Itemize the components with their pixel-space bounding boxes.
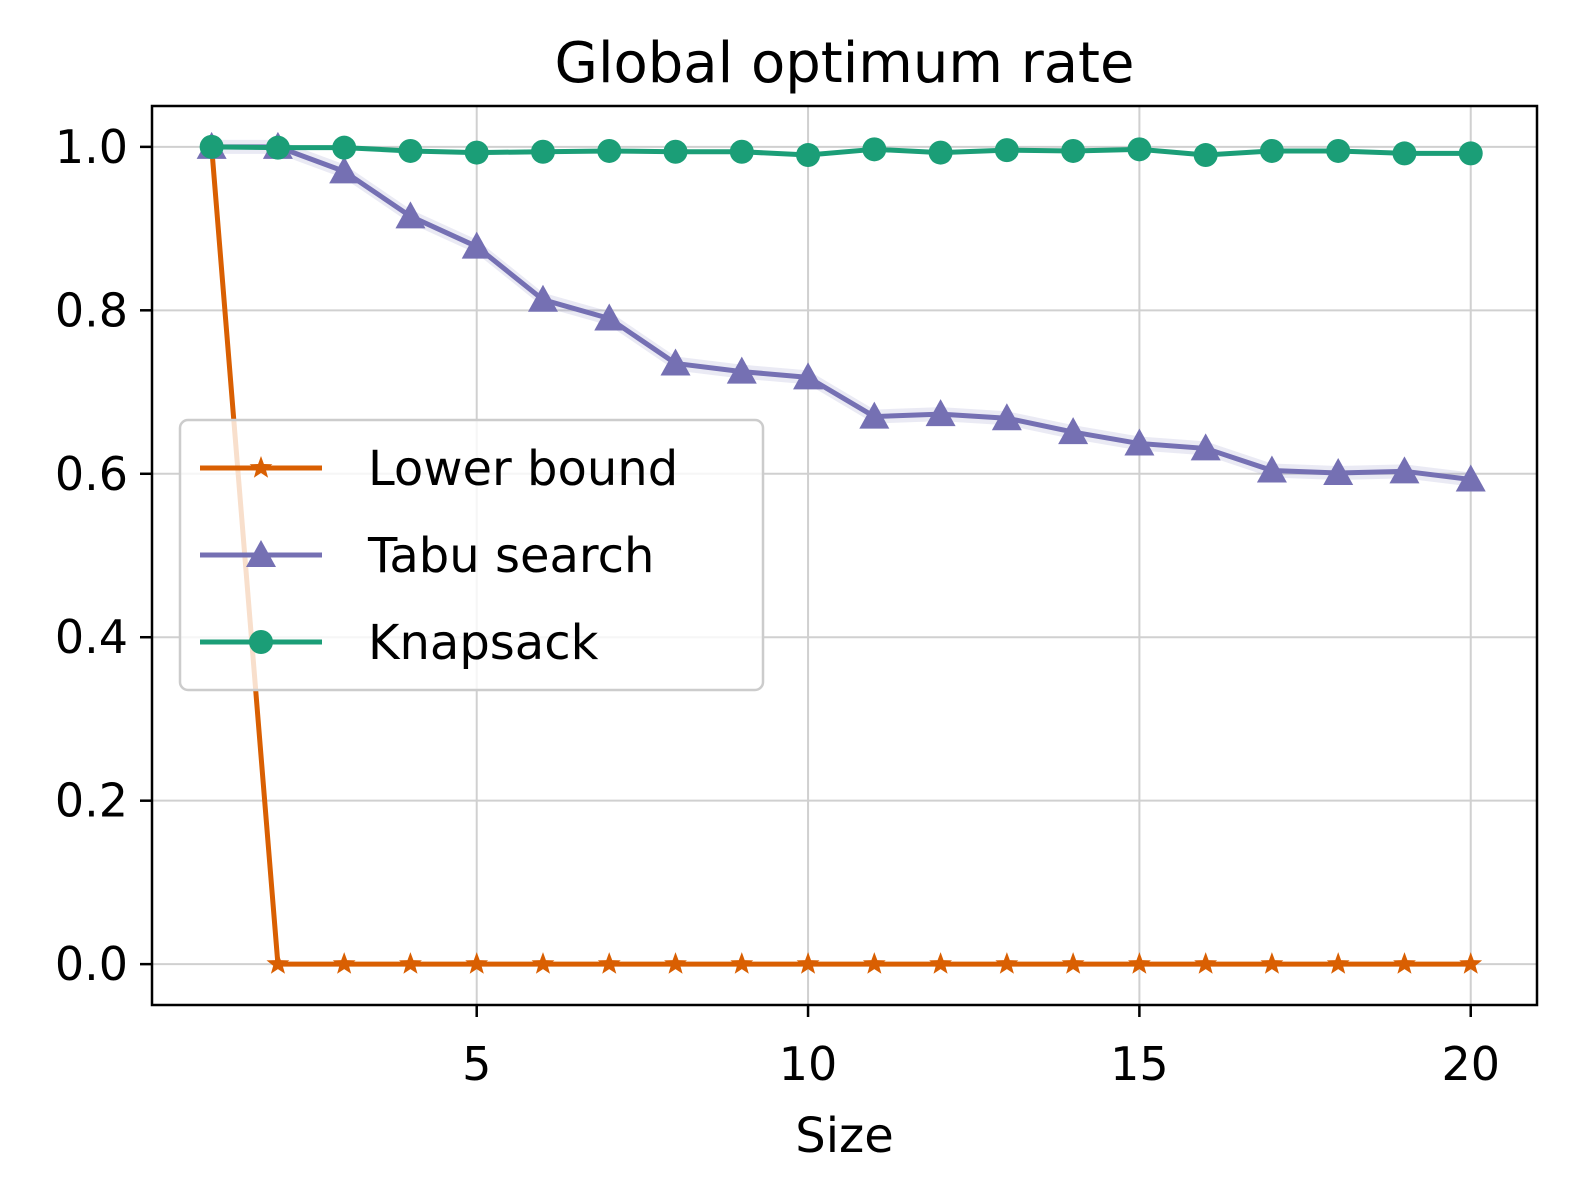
y-tick-label: 1.0: [55, 120, 128, 174]
data-point: [1260, 952, 1284, 974]
data-point: [1193, 143, 1218, 168]
data-point: [928, 140, 953, 165]
data-point: [1194, 952, 1218, 974]
data-point: [1128, 952, 1151, 974]
data-point: [1259, 138, 1284, 163]
data-point: [1326, 138, 1351, 163]
data-point: [1458, 141, 1483, 166]
x-tick-label: 5: [462, 1037, 491, 1091]
data-point: [395, 201, 426, 229]
data-point: [862, 952, 886, 974]
data-point: [594, 303, 625, 331]
data-point: [729, 139, 754, 164]
plot-frame: [150, 104, 1539, 1007]
y-tick-label: 0.4: [55, 610, 128, 664]
legend-label: Tabu search: [367, 528, 654, 584]
y-tick-label: 0.8: [55, 283, 128, 337]
y-tick-label: 0.2: [55, 774, 128, 828]
data-point: [399, 952, 422, 974]
legend-marker: [246, 540, 276, 567]
x-tick-label: 20: [1441, 1037, 1500, 1091]
data-point: [1124, 428, 1155, 456]
data-point: [1455, 464, 1486, 492]
data-point: [465, 952, 489, 974]
data-point: [859, 401, 890, 429]
data-point: [991, 403, 1022, 431]
data-point: [793, 362, 824, 390]
data-point: [597, 952, 621, 974]
legend-label: Knapsack: [368, 615, 599, 671]
data-point: [1190, 433, 1221, 461]
legend-item: Knapsack: [200, 615, 599, 671]
data-point: [1393, 952, 1416, 974]
legend: Lower bound Tabu search Knapsack: [178, 418, 765, 692]
legend-label: Lower bound: [368, 441, 678, 497]
series-lower-bound: [200, 134, 1483, 974]
data-point: [1127, 137, 1152, 162]
data-point: [332, 135, 357, 160]
legend-marker: [249, 456, 273, 478]
chart-title: Global optimum rate: [555, 31, 1135, 96]
legend-item: Lower bound: [200, 441, 678, 497]
data-point: [1058, 417, 1089, 445]
data-point: [730, 952, 754, 974]
data-point: [663, 139, 688, 164]
data-point: [332, 952, 356, 974]
data-point: [925, 399, 956, 427]
data-point: [1459, 952, 1483, 974]
y-tick-label: 0.6: [55, 447, 128, 501]
data-point: [329, 156, 360, 184]
series-line: [209, 146, 1471, 967]
data-point: [664, 952, 687, 974]
data-point: [1256, 455, 1287, 483]
plot-area: [196, 131, 1486, 974]
data-point: [464, 140, 489, 165]
data-point: [726, 356, 757, 384]
data-point: [461, 231, 492, 259]
data-point: [531, 952, 555, 974]
data-point: [660, 348, 691, 376]
x-tick-label: 15: [1110, 1037, 1169, 1091]
x-axis-label: Size: [795, 1108, 894, 1164]
data-point: [1061, 952, 1085, 974]
legend-marker: [249, 630, 273, 654]
data-point: [266, 952, 290, 974]
data-point: [530, 139, 555, 164]
data-point: [1392, 141, 1417, 166]
data-point: [862, 137, 887, 162]
series-knapsack: [199, 134, 1483, 168]
data-point: [199, 134, 224, 159]
data-point: [527, 284, 558, 312]
data-point: [929, 952, 952, 974]
data-point: [995, 952, 1019, 974]
data-point: [1389, 456, 1420, 484]
legend-box: [178, 418, 765, 692]
y-tick-label: 0.0: [55, 937, 128, 991]
legend-item: Tabu search: [200, 528, 654, 584]
data-point: [796, 952, 820, 974]
data-point: [796, 143, 821, 168]
data-point: [265, 135, 290, 160]
data-point: [1326, 952, 1350, 974]
data-point: [1061, 138, 1086, 163]
data-point: [398, 138, 423, 163]
data-point: [994, 138, 1019, 163]
axis-ticks: 5 10 15 20 0.0 0.2 0.4 0.6 0.8 1.0: [55, 120, 1500, 1091]
data-point: [1323, 457, 1354, 485]
data-point: [597, 138, 622, 163]
x-tick-label: 10: [779, 1037, 838, 1091]
